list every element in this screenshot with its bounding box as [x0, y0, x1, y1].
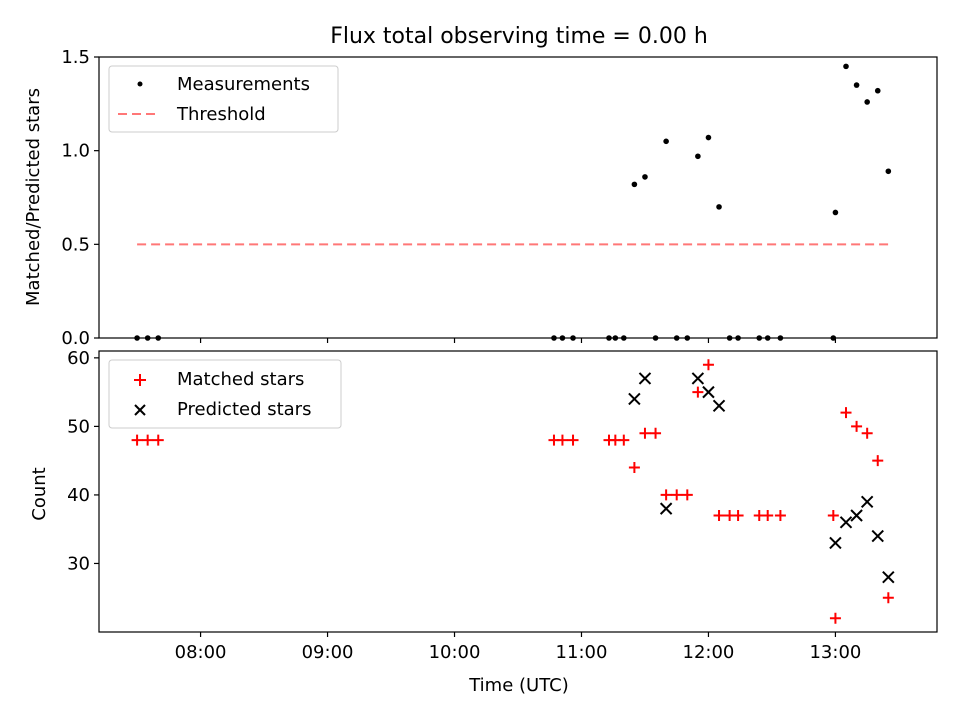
legend-measurements-marker: [137, 81, 143, 87]
predicted-stars-point: [659, 502, 673, 515]
bottom-x-axis-label: Time (UTC): [468, 675, 569, 696]
measurements-point: [716, 204, 722, 210]
measurements-point: [695, 153, 701, 160]
bottom-y-axis-label: Count: [29, 467, 50, 520]
top-axes: 0.0 0.5 1.0 1.5: [61, 47, 938, 349]
matched-stars-point: [671, 489, 683, 501]
matched-stars-point: [774, 509, 786, 521]
matched-stars-point: [827, 509, 839, 521]
matched-stars-point: [681, 489, 693, 501]
measurements-point: [832, 209, 839, 216]
predicted-stars-point: [691, 372, 705, 385]
legend-measurements-label: Measurements: [177, 74, 310, 95]
bottom-axes-frame: [98, 350, 938, 633]
top-y-tick-label: 0.0: [61, 328, 90, 349]
top-y-axis-label: Matched/Predicted stars: [23, 88, 44, 306]
bottom-x-tick-label: 11:00: [556, 642, 608, 663]
legend-matched-label: Matched stars: [177, 369, 304, 390]
measurements-point: [631, 181, 638, 188]
top-y-tick-label: 1.5: [61, 47, 90, 68]
bottom-axes: 30 40 50 60 08:00 09:00 10:00 11:00 12:00 13:00: [67, 348, 938, 663]
bottom-panel: 30 40 50 60 08:00 09:00 10:00 11:00 12:00 13:00 C…: [29, 348, 938, 696]
matched-stars-point: [692, 386, 704, 398]
predicted-stars-point: [702, 385, 715, 399]
top-y-tick-label: 0.5: [61, 234, 90, 255]
measurements-point: [874, 87, 881, 94]
measurements-point: [864, 99, 870, 105]
bottom-y-tick-label: 30: [67, 553, 90, 574]
matched-stars-point: [732, 509, 744, 521]
matched-stars-point: [840, 407, 852, 419]
matched-stars-point: [851, 420, 863, 432]
predicted-stars-point: [871, 529, 884, 543]
matched-stars-point: [660, 489, 672, 501]
top-legend-box: [108, 65, 339, 133]
measurements-point: [843, 63, 849, 70]
matched-stars-point: [152, 434, 164, 446]
predicted-stars-point: [638, 372, 652, 385]
matched-stars-point: [618, 434, 630, 446]
matched-stars-point: [762, 509, 774, 521]
measurements-point: [885, 168, 892, 175]
legend-predicted-marker: [134, 404, 146, 416]
predicted-stars-point: [829, 536, 842, 550]
matched-stars-point: [556, 434, 568, 446]
measurements-point: [642, 174, 648, 180]
top-series-layer: [134, 63, 892, 341]
matched-stars-point: [872, 455, 884, 467]
matched-stars-point: [142, 434, 154, 446]
bottom-y-tick-label: 40: [67, 485, 90, 506]
matched-stars-point: [713, 509, 725, 521]
predicted-stars-point: [839, 516, 853, 529]
measurements-point: [705, 134, 712, 141]
top-legend: Measurements Threshold: [108, 65, 339, 133]
legend-threshold-label: Threshold: [176, 104, 266, 125]
bottom-series-layer: [131, 359, 895, 624]
predicted-stars-point: [850, 509, 863, 522]
matched-stars-point: [567, 434, 579, 446]
figure-title: Flux total observing time = 0.00 h: [330, 24, 708, 49]
top-axes-frame: [98, 56, 938, 339]
predicted-stars-point: [628, 392, 641, 406]
bottom-legend-box: [108, 359, 342, 429]
matched-stars-point: [639, 427, 651, 439]
bottom-y-tick-label: 60: [67, 348, 90, 369]
bottom-x-tick-label: 09:00: [302, 642, 354, 663]
predicted-stars-point: [882, 570, 895, 584]
predicted-stars-point: [860, 495, 874, 508]
matched-stars-point: [882, 592, 894, 604]
matched-stars-point: [628, 462, 640, 474]
bottom-y-tick-label: 50: [67, 416, 90, 437]
bottom-x-tick-label: 10:00: [429, 642, 481, 663]
legend-matched-marker: [134, 374, 146, 386]
measurements-point: [853, 82, 860, 88]
bottom-x-tick-label: 08:00: [175, 642, 227, 663]
measurements-point: [663, 138, 669, 145]
matched-stars-point: [650, 427, 662, 439]
matched-stars-point: [702, 359, 714, 371]
matched-stars-point: [829, 612, 841, 624]
bottom-x-tick-label: 12:00: [683, 642, 735, 663]
bottom-legend: Matched stars Predicted stars: [108, 359, 342, 429]
top-panel: 0.0 0.5 1.0 1.5 Matched/Predicted stars Mea…: [23, 47, 938, 349]
bottom-x-tick-label: 13:00: [809, 642, 861, 663]
legend-predicted-label: Predicted stars: [177, 399, 311, 420]
predicted-stars-point: [712, 399, 726, 413]
matched-stars-point: [131, 434, 143, 446]
matched-stars-point: [861, 427, 873, 439]
top-y-tick-label: 1.0: [61, 141, 90, 162]
